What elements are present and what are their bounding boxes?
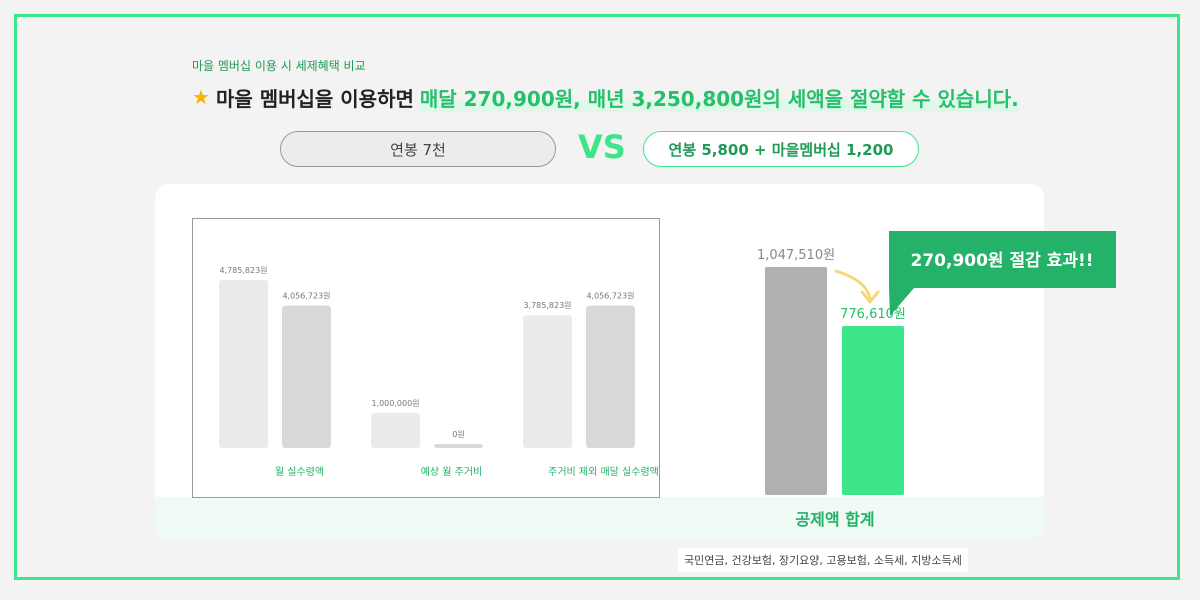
- income-bar: [434, 444, 483, 448]
- arrow-icon: [834, 269, 872, 302]
- income-bar-value-label: 3,785,823원: [523, 301, 571, 310]
- deduction-bar: [765, 267, 827, 495]
- star-icon: ★: [192, 85, 210, 109]
- income-bar-value-label: 4,056,723원: [282, 292, 330, 301]
- income-bar-value-label: 4,056,723원: [586, 292, 634, 301]
- deduction-bar: [842, 325, 904, 495]
- page-headline: ★ 마을 멤버십을 이용하면 매달 270,900원, 매년 3,250,800…: [192, 82, 1019, 112]
- savings-callout-bubble: [889, 231, 1116, 316]
- deduction-axis-label: 공제액 합계: [795, 510, 874, 529]
- arrow-head-icon: [860, 290, 880, 304]
- income-category-label: 월 실수령액: [275, 466, 324, 478]
- deduction-value-label: 776,610원: [840, 307, 906, 322]
- income-bar-value-label: 1,000,000원: [371, 399, 419, 408]
- income-bar: [586, 305, 635, 448]
- income-bar-value-label: 0원: [452, 430, 464, 439]
- income-bar: [523, 315, 572, 448]
- income-bar: [219, 280, 268, 448]
- income-bar: [282, 305, 331, 448]
- income-category-label: 예상 월 주거비: [421, 466, 483, 478]
- compare-right-pill: 연봉 5,800 + 마을멤버십 1,200: [643, 131, 919, 167]
- headline-prefix: 마을 멤버십을 이용하면: [215, 86, 414, 111]
- outer-frame: [14, 14, 1180, 580]
- deduction-footnote: 국민연금, 건강보험, 장기요양, 고용보험, 소득세, 지방소득세: [678, 548, 968, 572]
- income-bar: [371, 412, 420, 448]
- income-category-label: 주거비 제외 매달 실수령액: [548, 466, 659, 478]
- deduction-value-label: 1,047,510원: [757, 248, 835, 263]
- card-bottom-band: [155, 497, 1044, 539]
- headline-highlight: 매달 270,900원, 매년 3,250,800원의 세액을 절약할 수 있습…: [419, 82, 1019, 112]
- vs-label: VS: [578, 128, 626, 166]
- savings-callout-text: 270,900원 절감 효과!!: [911, 250, 1094, 271]
- compare-left-pill: 연봉 7천: [280, 131, 556, 167]
- page-subtitle: 마을 멤버십 이용 시 세제혜택 비교: [192, 59, 366, 73]
- income-bar-value-label: 4,785,823원: [219, 266, 267, 275]
- monthly-income-chart-box: [192, 218, 660, 498]
